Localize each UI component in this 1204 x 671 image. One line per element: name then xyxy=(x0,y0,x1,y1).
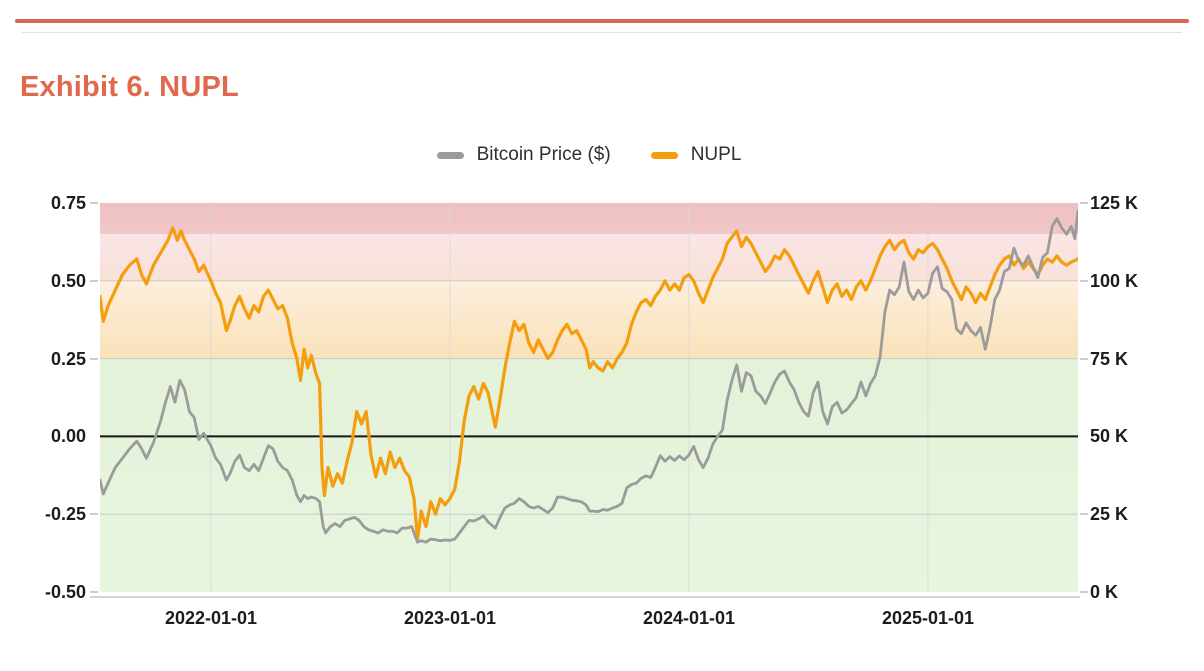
y-right-tick-50k: 50 K xyxy=(1090,426,1129,446)
nupl-line xyxy=(100,226,1078,541)
y-left-tick-000: 0.00 xyxy=(50,426,86,446)
legend-label-bitcoin-price: Bitcoin Price ($) xyxy=(476,144,611,165)
bitcoin-price-line xyxy=(100,209,1078,544)
nupl-chart xyxy=(100,203,1078,592)
band--0.5-0.25 xyxy=(100,358,1078,592)
y-right-tickmark xyxy=(1080,280,1088,282)
y-left-tickmark xyxy=(90,591,98,593)
legend-item-nupl: NUPL xyxy=(650,144,742,166)
y-left-tick-050: 0.50 xyxy=(50,271,86,291)
y-left-tickmark xyxy=(90,358,98,360)
x-tick-2023: 2023-01-01 xyxy=(403,608,497,628)
y-right-tick-75k: 75 K xyxy=(1090,349,1129,369)
y-right-tickmark xyxy=(1080,591,1088,593)
top-divider-rule xyxy=(22,32,1182,33)
y-left-tickmark xyxy=(90,513,98,515)
band-0.25-0.5 xyxy=(100,280,1078,359)
y-left-tick-025: 0.25 xyxy=(50,349,86,369)
bitcoin-price-legend-dash-icon xyxy=(436,151,464,159)
band-0.65-0.75 xyxy=(100,203,1078,235)
legend-item-bitcoin-price: Bitcoin Price ($) xyxy=(436,144,611,166)
chart-legend: Bitcoin Price ($) NUPL xyxy=(100,144,1078,166)
y-right-tickmark xyxy=(1080,358,1088,360)
y-right-tickmark xyxy=(1080,513,1088,515)
y-right-tickmark xyxy=(1080,202,1088,204)
x-tick-2025: 2025-01-01 xyxy=(881,608,975,628)
y-right-tick-25k: 25 K xyxy=(1090,504,1129,524)
chart-plot-area xyxy=(100,203,1078,592)
y-right-tick-100k: 100 K xyxy=(1090,271,1139,291)
y-right-tick-0k: 0 K xyxy=(1090,582,1119,602)
nupl-legend-dash-icon xyxy=(650,151,678,159)
top-accent-rule xyxy=(15,19,1189,23)
x-tick-2024: 2024-01-01 xyxy=(642,608,736,628)
legend-label-nupl: NUPL xyxy=(690,144,742,165)
y-left-tickmark xyxy=(90,280,98,282)
y-left-tick-neg025: -0.25 xyxy=(44,504,86,524)
y-left-tick-neg050: -0.50 xyxy=(44,582,86,602)
y-left-tickmark xyxy=(90,202,98,204)
y-left-tick-075: 0.75 xyxy=(50,193,86,213)
x-tick-2022: 2022-01-01 xyxy=(164,608,258,628)
x-axis-line xyxy=(90,596,1080,598)
y-right-tick-125k: 125 K xyxy=(1090,193,1139,213)
page-title: Exhibit 6. NUPL xyxy=(20,71,239,104)
